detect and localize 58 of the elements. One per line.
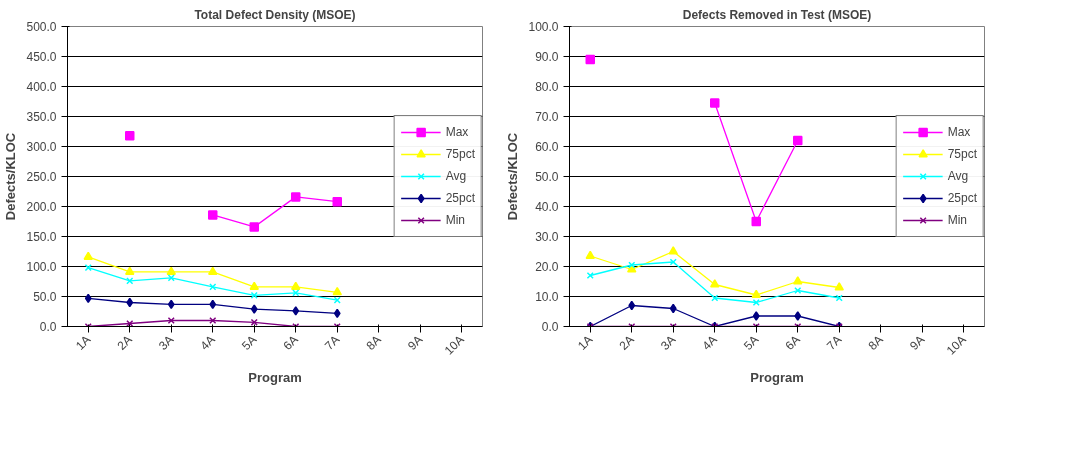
y-tick-label: 60.0 xyxy=(535,140,559,154)
x-tick-label: 5A xyxy=(740,332,762,353)
legend-label: Max xyxy=(947,125,971,139)
x-tick-label: 3A xyxy=(155,332,177,353)
y-tick-label: 10.0 xyxy=(535,290,559,304)
x-tick-label: 10A xyxy=(943,332,969,358)
x-axis-title: Program xyxy=(248,370,302,386)
x-tick-label: 10A xyxy=(441,332,467,358)
y-tick-label: 50.0 xyxy=(33,290,57,304)
y-tick-label: 30.0 xyxy=(535,230,559,244)
x-tick-label: 1A xyxy=(574,332,596,353)
legend-label: Max xyxy=(445,125,469,139)
y-tick-label: 100.0 xyxy=(26,260,57,274)
x-tick-label: 8A xyxy=(363,332,384,353)
x-tick-label: 7A xyxy=(321,332,343,353)
legend-label: Min xyxy=(947,213,968,227)
y-tick-label: 350.0 xyxy=(26,110,57,124)
x-tick-label: 9A xyxy=(404,332,426,353)
y-tick-label: 20.0 xyxy=(535,260,559,274)
y-tick-label: 100.0 xyxy=(528,20,559,34)
x-tick-label: 6A xyxy=(782,332,803,353)
legend-label: Avg xyxy=(445,169,467,183)
y-tick-label: 400.0 xyxy=(26,80,57,94)
y-tick-label: 450.0 xyxy=(26,50,57,64)
y-tick-label: 250.0 xyxy=(26,170,57,184)
x-tick-label: 4A xyxy=(197,332,218,353)
legend-label: Min xyxy=(445,213,466,227)
x-tick-label: 8A xyxy=(865,332,886,353)
y-tick-label: 0.0 xyxy=(39,320,57,334)
legend-label: 25pct xyxy=(445,191,475,205)
y-tick-label: 200.0 xyxy=(26,200,57,214)
y-tick-label: 150.0 xyxy=(26,230,57,244)
y-axis-title: Defects/KLOC xyxy=(3,132,19,221)
y-tick-label: 80.0 xyxy=(535,80,559,94)
x-tick-label: 7A xyxy=(823,332,845,353)
x-tick-label: 2A xyxy=(616,332,637,353)
y-tick-label: 90.0 xyxy=(535,50,559,64)
legend-label: 75pct xyxy=(947,147,977,161)
legend-label: 25pct xyxy=(947,191,977,205)
chart-title: Defects Removed in Test (MSOE) xyxy=(682,7,872,22)
y-tick-label: 40.0 xyxy=(535,200,559,214)
y-tick-label: 50.0 xyxy=(535,170,559,184)
chart-title: Total Defect Density (MSOE) xyxy=(194,7,356,22)
x-tick-label: 4A xyxy=(699,332,720,353)
x-tick-label: 5A xyxy=(238,332,260,353)
y-axis-title: Defects/KLOC xyxy=(505,132,521,221)
legend-label: 75pct xyxy=(445,147,475,161)
x-tick-label: 9A xyxy=(906,332,928,353)
x-tick-label: 1A xyxy=(72,332,94,353)
x-axis-title: Program xyxy=(750,370,804,386)
x-tick-label: 6A xyxy=(280,332,301,353)
y-tick-label: 300.0 xyxy=(26,140,57,154)
x-tick-label: 2A xyxy=(114,332,135,353)
legend-label: Avg xyxy=(947,169,969,183)
y-tick-label: 0.0 xyxy=(541,320,559,334)
x-tick-label: 3A xyxy=(657,332,679,353)
y-tick-label: 70.0 xyxy=(535,110,559,124)
y-tick-label: 500.0 xyxy=(26,20,57,34)
